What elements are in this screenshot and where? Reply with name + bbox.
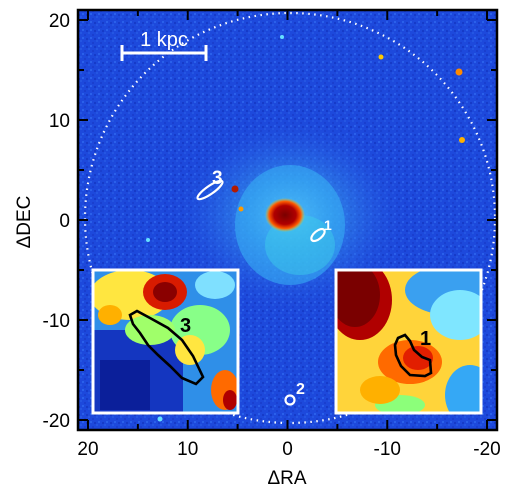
y-tick-label: -20 (43, 411, 70, 432)
region-3-marker (196, 179, 224, 201)
field-star (157, 416, 163, 422)
scale-bar (120, 45, 208, 61)
region-2-label: 2 (296, 381, 305, 398)
field-star (455, 68, 463, 76)
field-star (146, 238, 150, 242)
x-tick-label: -20 (473, 439, 500, 460)
x-axis-label: ΔRA (267, 468, 306, 489)
y-tick-label: 10 (49, 111, 70, 132)
axis-ticks: 20 10 0 -10 -20 20 10 0 -10 -20 (43, 10, 501, 460)
field-star (231, 185, 239, 193)
field-of-view-circle (83, 11, 497, 425)
x-tick-label: -10 (374, 439, 401, 460)
inset-left-label: 3 (180, 315, 191, 337)
field-star (238, 206, 244, 212)
y-tick-label: 0 (59, 211, 70, 232)
region-1-marker (310, 227, 326, 243)
region-1-label: 1 (324, 217, 332, 233)
inset-region-3: 3 (91, 268, 240, 415)
inset-right-label: 1 (420, 328, 431, 350)
region-3-label: 3 (212, 168, 223, 189)
scale-bar-label: 1 kpc (140, 29, 188, 51)
galaxy-core (265, 198, 305, 232)
x-tick-label: 0 (282, 439, 293, 460)
y-tick-label: -10 (43, 311, 70, 332)
inset-region-1: 1 (334, 268, 483, 415)
x-tick-label: 10 (177, 439, 198, 460)
field-star (280, 35, 284, 39)
y-tick-label: 20 (49, 11, 70, 32)
field-star (378, 54, 384, 60)
x-tick-label: 20 (77, 439, 98, 460)
field-star (459, 137, 465, 143)
y-axis-label: ΔDEC (14, 196, 35, 249)
region-1-contour (393, 333, 433, 378)
region-2-marker (284, 394, 296, 406)
region-3-contour (128, 309, 205, 386)
